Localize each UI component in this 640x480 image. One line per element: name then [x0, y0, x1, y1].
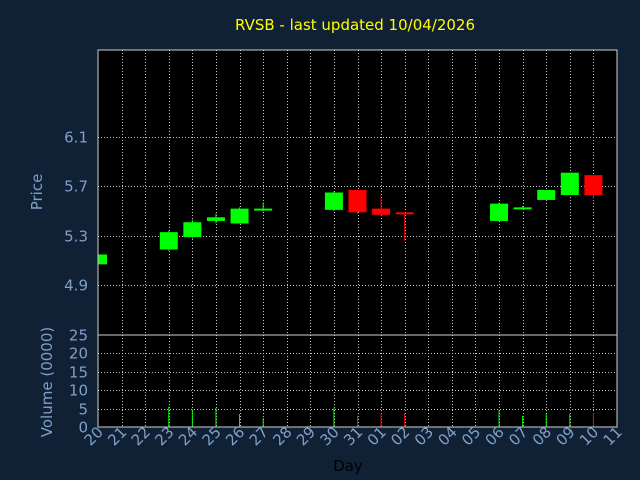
volume-bars: [97, 406, 594, 427]
candle-body: [348, 190, 367, 213]
candle-body: [490, 203, 509, 221]
volume-tick-label: 5: [78, 401, 88, 419]
candle-body: [230, 208, 249, 224]
volume-tick-label: 25: [69, 327, 88, 345]
price-tick-label: 5.7: [64, 178, 88, 196]
volume-tick-label: 20: [69, 345, 88, 363]
volume-tick-label: 15: [69, 364, 88, 382]
candle-body: [513, 207, 532, 210]
price-axis-ticks: 6.1 5.7 5.3 4.9: [64, 129, 88, 295]
price-tick-label: 5.3: [64, 228, 88, 246]
price-tick-label: 4.9: [64, 277, 88, 295]
candle-body: [183, 222, 202, 238]
price-axis-label: Price: [28, 174, 46, 211]
x-axis-ticks: 2021222324252627282930310102030405060708…: [81, 423, 626, 449]
candle-body: [159, 232, 178, 250]
candle-body: [560, 172, 579, 195]
candle-body: [372, 208, 391, 215]
candle-body: [584, 175, 603, 195]
candle-body: [537, 190, 556, 200]
volume-panel-border: [97, 334, 618, 428]
x-axis-label: Day: [333, 457, 363, 475]
volume-tick-label: 0: [78, 419, 88, 437]
volume-axis-label: Volume (0000): [38, 327, 56, 437]
volume-tick-label: 10: [69, 382, 88, 400]
candle-body: [254, 208, 273, 211]
grid-lines: [98, 50, 617, 427]
chart-title: RVSB - last updated 10/04/2026: [235, 16, 475, 34]
candles: [97, 172, 603, 265]
candle-body: [324, 192, 343, 210]
price-tick-label: 6.1: [64, 129, 88, 147]
candle-body: [206, 217, 225, 221]
candle-body: [98, 254, 107, 265]
volume-panel: [98, 335, 617, 427]
candle-body: [395, 212, 414, 215]
